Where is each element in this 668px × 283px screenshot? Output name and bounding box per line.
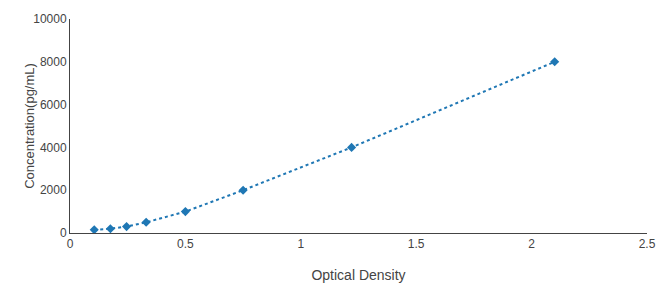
svg-text:0.5: 0.5 [177,237,194,251]
svg-text:4000: 4000 [40,141,67,155]
svg-text:6000: 6000 [40,98,67,112]
svg-text:2: 2 [528,237,535,251]
svg-text:0: 0 [60,226,67,240]
svg-text:2000: 2000 [40,183,67,197]
svg-text:8000: 8000 [40,55,67,69]
svg-text:1: 1 [297,237,304,251]
svg-text:10000: 10000 [33,12,67,26]
svg-text:Concentration(pg/mL): Concentration(pg/mL) [22,63,37,189]
svg-text:2.5: 2.5 [639,237,656,251]
svg-text:0: 0 [67,237,74,251]
svg-text:1.5: 1.5 [408,237,425,251]
svg-text:Optical Density: Optical Density [311,267,405,283]
